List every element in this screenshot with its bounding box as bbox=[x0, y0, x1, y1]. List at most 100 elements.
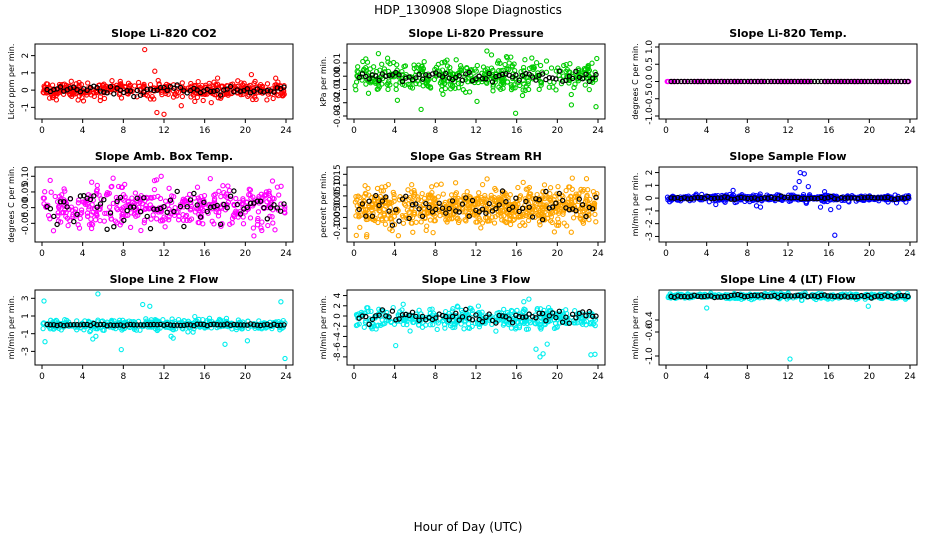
data-point bbox=[362, 207, 369, 213]
data-point bbox=[97, 203, 104, 209]
mean-point bbox=[403, 311, 409, 318]
data-point bbox=[569, 175, 575, 181]
mean-point bbox=[247, 200, 254, 206]
data-point bbox=[517, 193, 524, 199]
data-point bbox=[218, 193, 224, 200]
data-point bbox=[488, 195, 494, 201]
outlier-point bbox=[796, 178, 802, 185]
mean-point bbox=[711, 294, 718, 301]
data-point bbox=[247, 187, 254, 193]
data-points bbox=[664, 169, 912, 238]
data-point bbox=[411, 190, 418, 196]
data-point bbox=[418, 219, 424, 225]
data-point bbox=[424, 223, 430, 229]
x-tick-label: 4 bbox=[704, 249, 710, 259]
mean-point bbox=[94, 84, 100, 91]
data-point bbox=[439, 67, 446, 73]
mean-point bbox=[459, 314, 466, 320]
mean-point bbox=[765, 78, 771, 85]
data-point bbox=[369, 204, 375, 210]
mean-point bbox=[506, 316, 512, 322]
x-tick-label: 20 bbox=[240, 372, 252, 382]
mean-point bbox=[735, 291, 741, 298]
x-tick-label: 12 bbox=[158, 249, 169, 259]
data-point bbox=[409, 205, 415, 211]
mean-point bbox=[174, 188, 180, 195]
mean-point bbox=[376, 202, 382, 209]
data-point bbox=[70, 91, 76, 97]
mean-point bbox=[141, 322, 147, 328]
data-point bbox=[376, 208, 382, 214]
mean-point bbox=[838, 194, 844, 201]
mean-point bbox=[94, 204, 100, 210]
data-point bbox=[547, 315, 553, 322]
data-point bbox=[506, 212, 512, 219]
mean-point bbox=[466, 213, 472, 219]
data-point bbox=[226, 187, 233, 194]
data-point bbox=[473, 219, 479, 225]
x-tick-label: 16 bbox=[511, 372, 523, 382]
mean-point bbox=[828, 78, 834, 85]
data-point bbox=[466, 325, 473, 331]
data-point bbox=[404, 321, 410, 328]
mean-point bbox=[526, 71, 532, 77]
outlier-point bbox=[178, 103, 184, 109]
data-point bbox=[561, 220, 567, 226]
mean-point bbox=[134, 87, 140, 94]
data-point bbox=[101, 81, 107, 87]
data-point bbox=[488, 65, 495, 71]
data-point bbox=[58, 210, 65, 216]
mean-point bbox=[231, 321, 237, 328]
mean-point bbox=[147, 322, 154, 328]
mean-point bbox=[761, 293, 768, 299]
mean-point bbox=[251, 322, 257, 328]
data-point bbox=[473, 68, 479, 74]
mean-point bbox=[416, 71, 422, 78]
data-point bbox=[399, 68, 405, 75]
data-points bbox=[352, 48, 600, 116]
mean-point bbox=[808, 78, 814, 85]
mean-point bbox=[871, 294, 878, 300]
data-point bbox=[166, 217, 172, 223]
y-tick-label: -0.5 bbox=[645, 90, 655, 108]
data-point bbox=[386, 199, 393, 205]
mean-point bbox=[801, 195, 808, 201]
mean-point bbox=[117, 322, 124, 328]
data-point bbox=[147, 194, 154, 201]
data-point bbox=[488, 52, 495, 58]
data-point bbox=[409, 220, 415, 226]
mean-point bbox=[513, 195, 519, 201]
mean-point bbox=[151, 87, 157, 94]
outlier-point bbox=[168, 333, 174, 339]
mean-point bbox=[161, 322, 167, 328]
mean-point bbox=[74, 322, 80, 328]
mean-point bbox=[888, 78, 895, 85]
mean-point bbox=[154, 87, 160, 93]
outlier-point bbox=[704, 305, 710, 311]
y-tick-label: 0.0 bbox=[645, 74, 655, 89]
mean-point bbox=[376, 312, 382, 318]
data-point bbox=[434, 326, 440, 333]
mean-point bbox=[788, 195, 794, 201]
mean-point bbox=[885, 293, 891, 299]
x-tick-label: 12 bbox=[470, 249, 481, 259]
mean-point bbox=[573, 315, 579, 321]
data-point bbox=[115, 183, 122, 190]
data-point bbox=[421, 59, 427, 65]
mean-point bbox=[721, 194, 728, 200]
mean-point bbox=[77, 193, 84, 199]
data-point bbox=[88, 216, 94, 222]
data-point bbox=[563, 187, 569, 194]
mean-point bbox=[553, 314, 559, 321]
outlier-point bbox=[588, 352, 594, 358]
mean-point bbox=[821, 292, 828, 298]
data-point bbox=[489, 214, 495, 220]
mean-point bbox=[127, 321, 134, 328]
mean-point bbox=[426, 204, 432, 211]
x-tick-label: 0 bbox=[663, 249, 669, 259]
mean-point bbox=[107, 83, 114, 90]
mean-point bbox=[359, 201, 366, 207]
x-tick-label: 0 bbox=[39, 249, 45, 259]
x-tick-label: 4 bbox=[80, 372, 86, 382]
data-point bbox=[506, 66, 512, 73]
